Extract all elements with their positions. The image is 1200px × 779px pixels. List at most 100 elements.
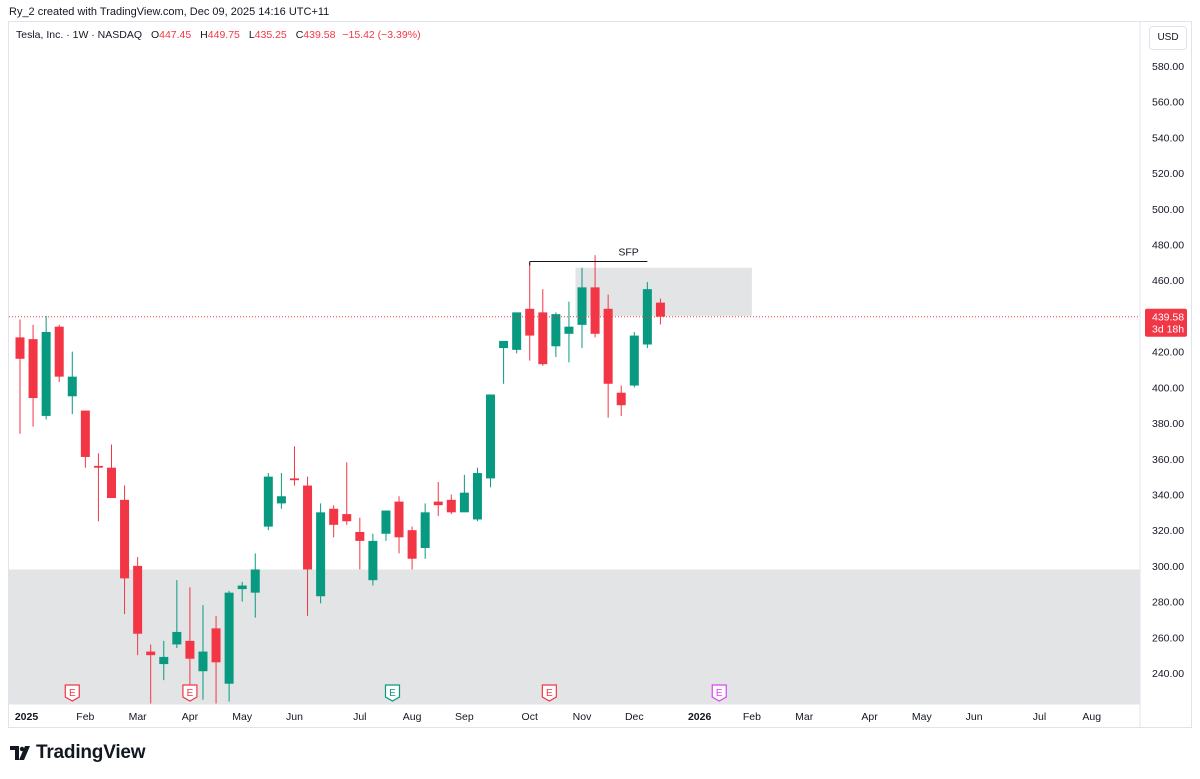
y-tick-label: 280.00 xyxy=(1152,597,1184,609)
earnings-badge xyxy=(541,684,557,702)
low-value: 435.25 xyxy=(254,29,287,41)
earnings-icon[interactable]: E xyxy=(711,684,727,702)
x-tick-label: Feb xyxy=(743,711,761,723)
candle xyxy=(590,255,600,338)
x-tick-label: Dec xyxy=(625,711,644,723)
candle-body xyxy=(603,308,613,384)
earnings-icon[interactable]: E xyxy=(541,684,557,702)
candle xyxy=(237,581,247,602)
candle-body xyxy=(512,312,522,350)
candle xyxy=(433,481,443,516)
earnings-icon[interactable]: E xyxy=(64,684,80,702)
candle-body xyxy=(394,501,404,538)
y-tick-label: 320.00 xyxy=(1152,525,1184,537)
y-tick-label: 400.00 xyxy=(1152,382,1184,394)
y-tick-label: 540.00 xyxy=(1152,132,1184,144)
x-tick-label: 2025 xyxy=(15,711,39,723)
candle xyxy=(564,301,574,363)
x-tick-label: Jul xyxy=(353,711,366,723)
candle-body xyxy=(433,501,443,506)
candle xyxy=(80,410,90,468)
candle xyxy=(577,267,587,349)
close-value: 439.58 xyxy=(303,29,336,41)
zone-demand xyxy=(9,569,1140,704)
earnings-icon[interactable]: E xyxy=(182,684,198,702)
symbol-name: Tesla, Inc. · 1W · NASDAQ xyxy=(16,29,143,41)
candle-body xyxy=(381,510,391,534)
candle xyxy=(54,324,64,382)
candle xyxy=(198,605,208,700)
x-tick-label: Aug xyxy=(403,711,422,723)
candle-body xyxy=(159,656,169,665)
x-tick-label: Sep xyxy=(455,711,474,723)
y-tick-label: 260.00 xyxy=(1152,632,1184,644)
close-label: C xyxy=(295,29,304,41)
currency-button[interactable]: USD xyxy=(1149,26,1187,50)
y-tick-label: 340.00 xyxy=(1152,489,1184,501)
candle-body xyxy=(211,628,221,663)
candle xyxy=(41,315,51,420)
bar-countdown: 3d 18h xyxy=(1152,324,1184,336)
candle-body xyxy=(185,640,195,659)
candle-body xyxy=(551,314,561,347)
candle xyxy=(106,444,116,499)
chart-attribution: Ry_2 created with TradingView.com, Dec 0… xyxy=(9,6,330,18)
candle-body xyxy=(459,492,469,513)
candle xyxy=(276,473,286,509)
candle-body xyxy=(263,476,273,527)
candle xyxy=(224,590,234,702)
candle-body xyxy=(525,308,535,336)
tradingview-wordmark: TradingView xyxy=(36,742,146,763)
symbol-legend[interactable]: Tesla, Inc. · 1W · NASDAQ O447.45 H449.7… xyxy=(16,29,421,41)
candle xyxy=(616,385,626,416)
x-tick-label: Mar xyxy=(129,711,148,723)
earnings-letter: E xyxy=(187,688,194,699)
x-tick-label: Jul xyxy=(1033,711,1046,723)
candle-body xyxy=(120,499,130,579)
earnings-badge xyxy=(384,684,401,702)
candle xyxy=(159,640,169,681)
last-price-value: 439.58 xyxy=(1152,312,1184,324)
y-tick-label: 580.00 xyxy=(1152,61,1184,73)
candle xyxy=(185,587,195,700)
tradingview-logo[interactable]: TradingView xyxy=(10,742,146,764)
candle xyxy=(172,580,182,649)
earnings-badge xyxy=(64,684,80,702)
candle-body xyxy=(198,651,208,672)
candle-body xyxy=(420,512,430,549)
x-tick-label: Oct xyxy=(522,711,538,723)
candle-body xyxy=(237,585,247,590)
last-price-badge xyxy=(1145,308,1187,337)
candle xyxy=(459,474,469,513)
candle-body xyxy=(368,540,378,581)
y-tick-label: 420.00 xyxy=(1152,347,1184,359)
candle-body xyxy=(486,394,496,479)
x-tick-label: May xyxy=(232,711,253,723)
y-tick-label: 460.00 xyxy=(1152,275,1184,287)
tradingview-logo-icon xyxy=(10,745,32,761)
candle xyxy=(329,505,339,538)
y-tick-label: 480.00 xyxy=(1152,240,1184,252)
y-tick-label: 520.00 xyxy=(1152,168,1184,180)
candle xyxy=(642,282,652,349)
candle xyxy=(551,312,561,358)
candle xyxy=(512,312,522,354)
candle xyxy=(629,332,639,388)
candle-body xyxy=(289,478,299,481)
candle-body xyxy=(538,312,548,365)
earnings-badge xyxy=(711,684,727,702)
high-label: H xyxy=(200,29,208,41)
earnings-icon[interactable]: E xyxy=(384,684,401,702)
candle-body xyxy=(407,530,417,559)
candle xyxy=(289,446,299,486)
x-tick-label: May xyxy=(912,711,933,723)
candle-body xyxy=(67,376,77,397)
y-tick-label: 380.00 xyxy=(1152,418,1184,430)
y-tick-label: 300.00 xyxy=(1152,561,1184,573)
open-value: 447.45 xyxy=(159,29,192,41)
candle-body xyxy=(250,569,260,593)
y-tick-label: 500.00 xyxy=(1152,204,1184,216)
candle xyxy=(263,473,273,531)
